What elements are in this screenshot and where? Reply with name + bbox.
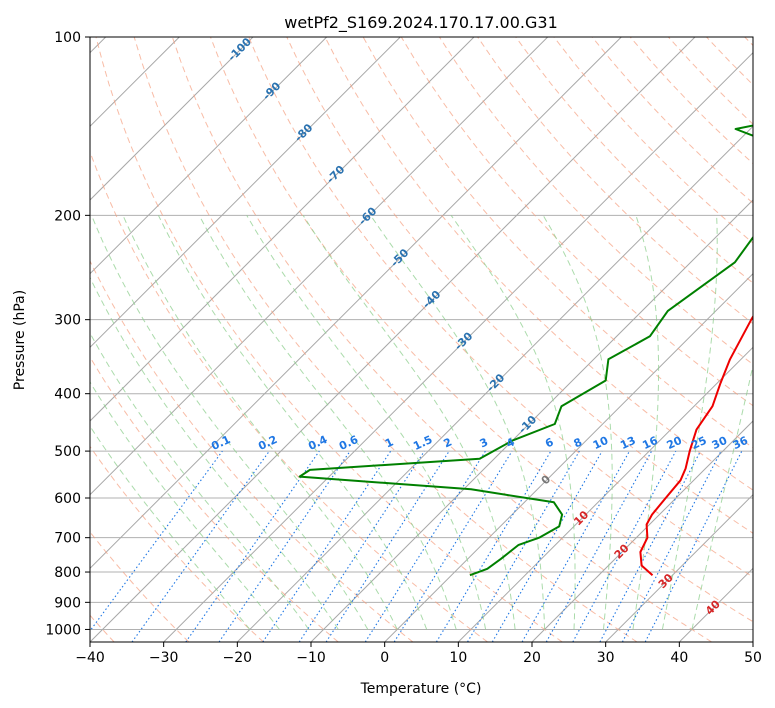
temperature-profile-line	[639, 314, 753, 576]
isotherm-line	[531, 420, 753, 642]
dry-adiabat-line	[90, 445, 264, 642]
moist-adiabat-line	[91, 215, 369, 630]
x-tick-label: 50	[744, 650, 762, 666]
isotherm-line	[236, 125, 753, 642]
mixing-ratio-line	[491, 450, 603, 642]
isotherm-line	[90, 37, 328, 275]
isotherm-line	[90, 37, 622, 570]
x-axis: −40 −30 −20 −10 0 10 20 30 40 50	[75, 642, 762, 666]
x-tick-label: −30	[149, 650, 179, 666]
moist-adiabat-line	[90, 381, 280, 630]
y-tick-label: 800	[54, 565, 81, 581]
dry-adiabat-line	[171, 37, 712, 642]
dry-adiabat-line	[515, 37, 753, 284]
x-tick-label: 10	[449, 650, 467, 666]
isotherm-line	[90, 37, 254, 201]
mixing-ratio-label: 25	[689, 434, 708, 452]
mixing-ratio-label: 13	[618, 434, 637, 452]
dry-adiabat-line	[286, 37, 753, 534]
y-tick-label: 600	[54, 491, 81, 507]
isotherm-line	[90, 37, 475, 422]
moist-adiabat-line	[246, 215, 487, 630]
moist-adiabat-line	[691, 363, 753, 630]
background-lines	[90, 37, 753, 642]
isotherm-line	[163, 51, 753, 642]
mixing-ratio-label: 20	[665, 434, 685, 452]
mixing-ratio-label: 10	[591, 434, 611, 452]
moist-adiabat-line	[450, 215, 576, 630]
x-tick-label: −40	[75, 650, 105, 666]
mixing-ratio-line	[185, 450, 320, 642]
moist-adiabat-line	[632, 215, 660, 630]
y-axis-title: Pressure (hPa)	[12, 290, 28, 390]
moist-adiabat-line	[302, 215, 516, 630]
mixing-ratio-line	[364, 450, 486, 642]
dry-adiabat-line	[95, 37, 563, 642]
moist-adiabat-line	[122, 215, 398, 630]
x-tick-label: 40	[670, 650, 688, 666]
y-tick-label: 500	[54, 444, 81, 460]
moist-adiabat-line	[90, 332, 310, 630]
y-tick-label: 1000	[45, 622, 81, 638]
mixing-ratio-line	[325, 450, 450, 642]
moist-adiabat-line	[198, 215, 457, 630]
plot-area: 0.1 0.2 0.4 0.6 1 1.5 2 3 4 6 8 10 13 16 20 25 30 36-100-…	[90, 37, 753, 642]
mixing-ratio-line	[435, 450, 552, 642]
isotherm-line	[457, 346, 753, 642]
y-tick-label: 100	[54, 30, 81, 46]
x-tick-label: 0	[380, 650, 389, 666]
isotherm-line	[90, 37, 696, 642]
dry-adiabat-line	[90, 259, 414, 642]
x-tick-label: −10	[296, 650, 326, 666]
y-tick-label: 200	[54, 208, 81, 224]
isotherm-line	[90, 37, 549, 496]
mixing-ratio-label: 30	[710, 434, 730, 452]
isotherm-line	[90, 37, 401, 349]
mixing-ratio-label: 36	[731, 434, 751, 452]
y-tick-label: 400	[54, 387, 81, 403]
moist-adiabat-line	[90, 425, 251, 630]
moist-adiabat-line	[542, 215, 613, 630]
x-tick-label: 20	[523, 650, 541, 666]
x-axis-title: Temperature (°C)	[360, 681, 482, 697]
mixing-ratio-line	[393, 450, 513, 642]
y-axis: 1000 900 800 700 600 500 400 300 200 100	[45, 30, 90, 638]
x-tick-label: −20	[223, 650, 253, 666]
y-tick-label: 300	[54, 313, 81, 329]
mixing-ratio-label: 16	[640, 434, 660, 452]
y-tick-label: 900	[54, 595, 81, 611]
isotherm-line	[605, 493, 753, 642]
dewpoint-profile-line	[298, 124, 753, 577]
x-tick-label: 30	[597, 650, 615, 666]
series-lines	[298, 124, 753, 577]
moist-adiabat-line	[661, 215, 718, 630]
mixing-ratio-line	[521, 450, 630, 642]
chart-title: wetPf2_S169.2024.170.17.00.G31	[284, 13, 558, 33]
dry-adiabat-line	[210, 37, 753, 623]
dry-adiabat-line	[90, 356, 339, 642]
moist-adiabat-line	[157, 215, 428, 630]
isotherm-line	[384, 272, 753, 642]
mixing-ratio-line	[545, 450, 653, 642]
dry-adiabat-line	[324, 37, 753, 491]
plot-frame	[89, 36, 754, 643]
moist-adiabat-line	[90, 276, 339, 630]
mixing-ratio-line	[572, 450, 677, 642]
dry-adiabat-line	[248, 37, 753, 578]
y-tick-label: 700	[54, 531, 81, 547]
mixing-ratio-line	[218, 450, 351, 642]
mixing-ratio-line	[467, 450, 580, 642]
